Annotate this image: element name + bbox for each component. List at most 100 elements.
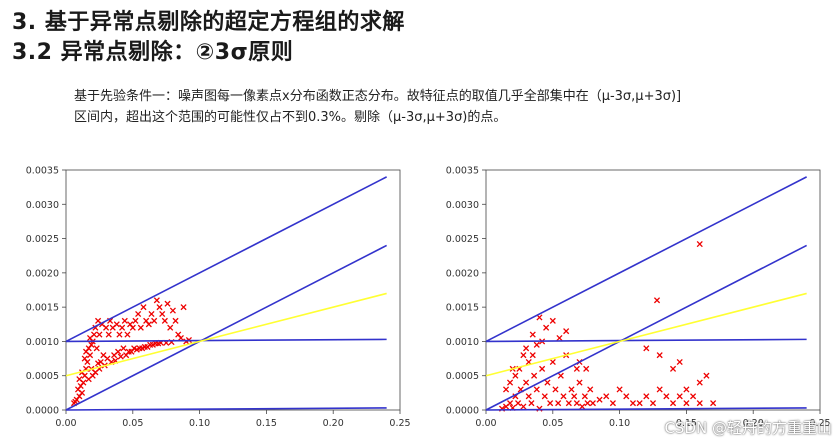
outlier-marker xyxy=(153,297,160,304)
outlier-marker xyxy=(541,393,548,400)
plot-frame xyxy=(65,169,401,411)
outlier-marker xyxy=(529,331,536,338)
outlier-marker xyxy=(120,345,127,352)
outlier-marker xyxy=(565,400,572,407)
outlier-marker xyxy=(96,331,103,338)
outlier-marker xyxy=(581,393,588,400)
outlier-marker xyxy=(151,317,158,324)
outlier-marker xyxy=(502,386,510,393)
y-tick-label: 0.0025 xyxy=(446,234,479,245)
x-tick-label: 0.25 xyxy=(389,418,410,429)
outlier-marker xyxy=(167,324,174,331)
y-tick-label: 0.0030 xyxy=(26,200,59,211)
x-tick-label: 0.00 xyxy=(475,418,496,429)
outlier-marker xyxy=(649,400,657,407)
outlier-marker xyxy=(113,321,120,328)
outlier-marker xyxy=(164,300,171,307)
outlier-marker xyxy=(82,348,90,355)
body-paragraph: 基于先验条件一：噪声图每一像素点x分布函数正态分布。故特征点的取值几乎全部集中在… xyxy=(74,86,824,128)
outlier-marker xyxy=(124,331,131,338)
outlier-marker xyxy=(552,386,559,393)
outlier-marker xyxy=(159,310,166,318)
outlier-marker xyxy=(629,400,637,407)
outlier-marker xyxy=(653,297,661,304)
outlier-marker xyxy=(520,403,527,410)
outlier-marker xyxy=(589,400,596,407)
x-tick-label: 0.10 xyxy=(189,418,210,429)
y-tick-label: 0.0035 xyxy=(446,166,479,177)
outlier-marker xyxy=(156,304,163,311)
x-tick-label: 0.25 xyxy=(809,418,830,429)
outlier-marker xyxy=(609,400,616,407)
outlier-marker xyxy=(148,310,155,318)
outlier-marker xyxy=(116,331,123,338)
x-tick-label: 0.05 xyxy=(542,418,563,429)
bound-line xyxy=(65,338,387,343)
y-tick-label: 0.0005 xyxy=(26,371,59,382)
outlier-marker xyxy=(696,379,703,386)
outlier-marker xyxy=(676,393,683,400)
outlier-marker xyxy=(555,400,562,407)
bound-line xyxy=(485,407,807,411)
x-tick-label: 0.00 xyxy=(55,418,76,429)
outlier-marker xyxy=(571,393,578,400)
outlier-marker xyxy=(603,393,610,400)
x-tick-label: 0.20 xyxy=(743,418,764,429)
outlier-marker xyxy=(81,355,88,362)
outlier-marker xyxy=(119,324,126,331)
outlier-marker xyxy=(115,348,122,355)
outlier-marker xyxy=(533,341,540,348)
y-tick-label: 0.0020 xyxy=(446,268,479,279)
outlier-marker xyxy=(129,324,136,331)
outlier-marker xyxy=(573,365,580,372)
watermark: CSDN @轻舟的方重重山 xyxy=(664,419,832,437)
outlier-marker xyxy=(172,317,179,324)
y-tick-label: 0.0010 xyxy=(446,337,479,348)
outlier-marker xyxy=(105,331,112,338)
outlier-marker xyxy=(696,400,703,407)
outlier-marker xyxy=(656,386,663,393)
outlier-marker xyxy=(121,317,128,324)
x-tick-label: 0.15 xyxy=(676,418,697,429)
outlier-marker xyxy=(137,324,144,331)
outlier-marker xyxy=(696,240,703,248)
outlier-marker xyxy=(676,358,683,366)
outlier-marker xyxy=(515,400,522,407)
outlier-marker xyxy=(643,393,650,400)
outlier-marker xyxy=(557,372,564,379)
outlier-marker xyxy=(531,372,538,379)
outlier-marker xyxy=(169,307,176,314)
outlier-marker xyxy=(544,379,551,386)
outlier-marker xyxy=(520,352,527,359)
outlier-marker xyxy=(583,365,590,372)
x-tick-label: 0.05 xyxy=(122,418,143,429)
scatter-plot-before: 0.0000 0.0005 0.0010 0.0015 0.0020 0.0025 0.00… xyxy=(26,166,411,430)
y-tick-label: 0.0015 xyxy=(446,303,479,314)
outlier-marker xyxy=(528,400,535,407)
outlier-marker xyxy=(549,317,556,324)
outlier-marker xyxy=(177,334,184,342)
outlier-marker xyxy=(88,341,95,348)
bound-line xyxy=(65,407,387,411)
outlier-marker xyxy=(568,386,575,393)
section-heading: 3. 基于异常点剔除的超定方程组的求解 xyxy=(12,10,405,35)
outlier-marker xyxy=(683,400,690,407)
bound-line xyxy=(65,176,388,343)
outlier-marker xyxy=(690,393,697,400)
x-tick-label: 0.10 xyxy=(609,418,630,429)
outlier-marker xyxy=(523,379,530,386)
outlier-marker xyxy=(573,400,580,407)
outlier-marker xyxy=(623,393,630,400)
x-tick-label: 0.15 xyxy=(256,418,277,429)
x-tick-label: 0.20 xyxy=(323,418,344,429)
outlier-marker xyxy=(584,400,591,407)
outlier-marker xyxy=(543,324,550,331)
outlier-marker xyxy=(161,317,168,324)
scatter-plot-after: 0.0000 0.0005 0.0010 0.0015 0.0020 0.0025 0.00… xyxy=(446,166,831,430)
y-tick-label: 0.0015 xyxy=(26,303,59,314)
fit-line xyxy=(65,292,387,377)
outlier-marker xyxy=(616,386,623,393)
y-tick-label: 0.0025 xyxy=(26,234,59,245)
bound-line xyxy=(485,244,808,411)
bound-line xyxy=(485,176,808,343)
